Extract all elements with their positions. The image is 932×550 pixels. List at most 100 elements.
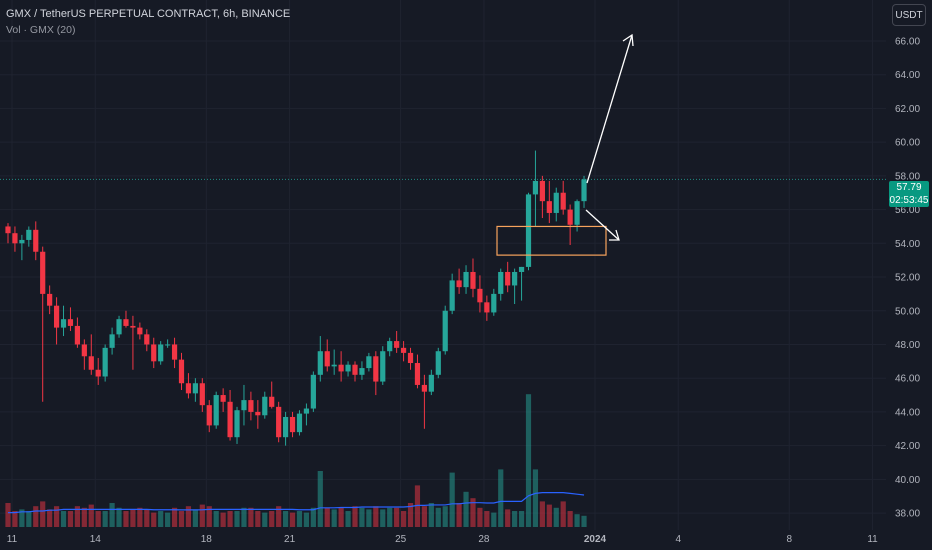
price-tick-label: 44.00 xyxy=(895,407,920,418)
candle-body xyxy=(400,347,407,353)
volume-bar xyxy=(158,511,164,527)
volume-bar xyxy=(414,485,421,527)
price-axis[interactable]: 38.00 40.00 42.00 44.00 46.00 48.00 50.00 52.00… xyxy=(895,36,920,519)
candle-body xyxy=(67,319,74,326)
volume-bar xyxy=(123,511,129,527)
symbol-title[interactable]: GMX / TetherUS PERPETUAL CONTRACT, 6h, B… xyxy=(6,8,291,20)
candle-body xyxy=(310,374,316,409)
volume-bar xyxy=(498,469,504,527)
time-tick-label: 18 xyxy=(201,534,213,545)
candle-body xyxy=(137,327,143,335)
volume-bar xyxy=(206,506,212,527)
time-axis[interactable]: 11 14 18 21 25 28 2024 4 8 11 xyxy=(7,534,878,545)
volume-bar xyxy=(19,509,25,527)
time-tick-label: 11 xyxy=(867,534,878,545)
drawing-tools xyxy=(0,33,886,256)
volume-bar xyxy=(5,503,11,527)
volume-bar xyxy=(352,506,358,527)
candle-body xyxy=(366,356,372,369)
candle-body xyxy=(546,201,552,213)
volume-bar xyxy=(74,506,80,527)
volume-bar xyxy=(546,504,552,527)
volume-bars xyxy=(5,394,587,527)
candle-body xyxy=(74,325,80,345)
volume-bar xyxy=(539,501,545,527)
volume-bar xyxy=(151,512,157,527)
volume-bar xyxy=(387,507,393,527)
candle-body xyxy=(574,201,580,225)
bar-countdown: 02:53:45 xyxy=(889,195,929,206)
volume-bar xyxy=(276,506,282,527)
up-arrow-head xyxy=(622,33,634,47)
candle-body xyxy=(484,302,490,313)
volume-bar xyxy=(220,512,226,527)
price-tick-label: 42.00 xyxy=(895,441,920,452)
volume-bar xyxy=(26,511,32,527)
volume-bar xyxy=(144,509,150,527)
candle-body xyxy=(553,192,559,213)
volume-bar xyxy=(102,511,108,527)
time-tick-label: 21 xyxy=(284,534,296,545)
candle-body xyxy=(171,344,178,360)
volume-bar xyxy=(178,511,185,527)
candle-body xyxy=(560,192,566,210)
candle-body xyxy=(144,334,150,345)
volume-bar xyxy=(331,509,337,527)
candle-body xyxy=(345,364,351,372)
last-price-value: 57.79 xyxy=(896,182,922,193)
candle-body xyxy=(477,288,483,303)
candle-body xyxy=(26,229,32,240)
candle-body xyxy=(151,344,157,362)
volume-bar xyxy=(518,511,525,527)
candle-body xyxy=(269,396,275,407)
candle-body xyxy=(525,194,532,267)
candle-body xyxy=(5,226,11,234)
volume-bar xyxy=(525,394,532,527)
candle-body xyxy=(289,416,296,433)
candle-body xyxy=(206,405,212,426)
candle-body xyxy=(317,351,323,375)
volume-legend[interactable]: Vol · GMX (20) xyxy=(6,24,76,36)
volume-bar xyxy=(470,498,476,527)
price-tick-label: 54.00 xyxy=(895,239,920,250)
volume-bar xyxy=(310,507,316,527)
candle-body xyxy=(428,374,434,392)
volume-bar xyxy=(407,503,414,527)
volume-bar xyxy=(262,512,268,527)
candle-body xyxy=(456,280,462,288)
down-arrow-head xyxy=(609,229,620,241)
candle-body xyxy=(81,344,87,357)
candle-body xyxy=(165,344,171,346)
candle-body xyxy=(338,364,344,372)
candle-body xyxy=(178,359,185,384)
volume-bar xyxy=(185,506,192,527)
price-tick-label: 60.00 xyxy=(895,138,920,149)
chart-legend: GMX / TetherUS PERPETUAL CONTRACT, 6h, B… xyxy=(6,6,290,38)
candle-body xyxy=(421,384,427,392)
volume-bar xyxy=(380,509,386,527)
candle-body xyxy=(220,395,226,402)
down-arrow-line xyxy=(585,209,620,241)
volume-ma-line xyxy=(8,492,585,514)
time-tick-label: 4 xyxy=(675,534,681,545)
candle-body xyxy=(199,383,205,406)
candle-body xyxy=(47,293,53,306)
candle-body xyxy=(373,356,379,382)
candle-body xyxy=(241,400,247,411)
candle-body xyxy=(12,233,18,244)
candle-body xyxy=(449,280,455,311)
candle-body xyxy=(581,179,587,202)
volume-bar xyxy=(213,511,219,527)
volume-bar xyxy=(241,507,247,527)
candle-body xyxy=(109,334,115,348)
candle-body xyxy=(283,416,289,438)
volume-bar xyxy=(296,511,303,527)
candle-body xyxy=(352,364,358,375)
time-tick-label: 11 xyxy=(7,534,18,545)
volume-bar xyxy=(116,507,122,527)
volume-bar xyxy=(137,507,143,527)
candle-body xyxy=(276,406,282,438)
candle-body xyxy=(262,396,268,416)
currency-button[interactable]: USDT xyxy=(892,4,926,26)
